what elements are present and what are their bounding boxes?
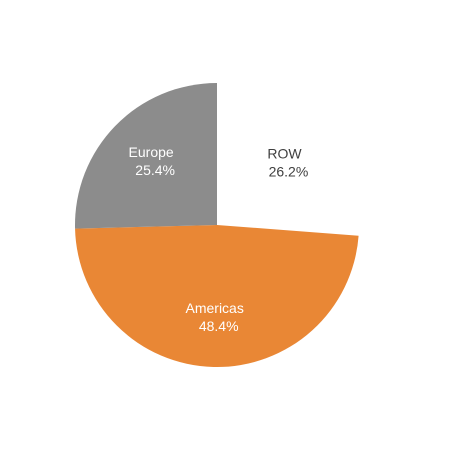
pie-slice-row xyxy=(217,83,359,236)
slice-label-row: ROW xyxy=(267,145,302,161)
slice-value-europe: 25.4% xyxy=(135,162,175,178)
slice-value-americas: 48.4% xyxy=(199,318,239,334)
slice-value-row: 26.2% xyxy=(269,163,309,179)
pie-slice-americas xyxy=(75,225,359,368)
slice-label-americas: Americas xyxy=(186,300,244,316)
pie-slice-europe xyxy=(74,83,217,229)
slice-label-europe: Europe xyxy=(129,144,174,160)
